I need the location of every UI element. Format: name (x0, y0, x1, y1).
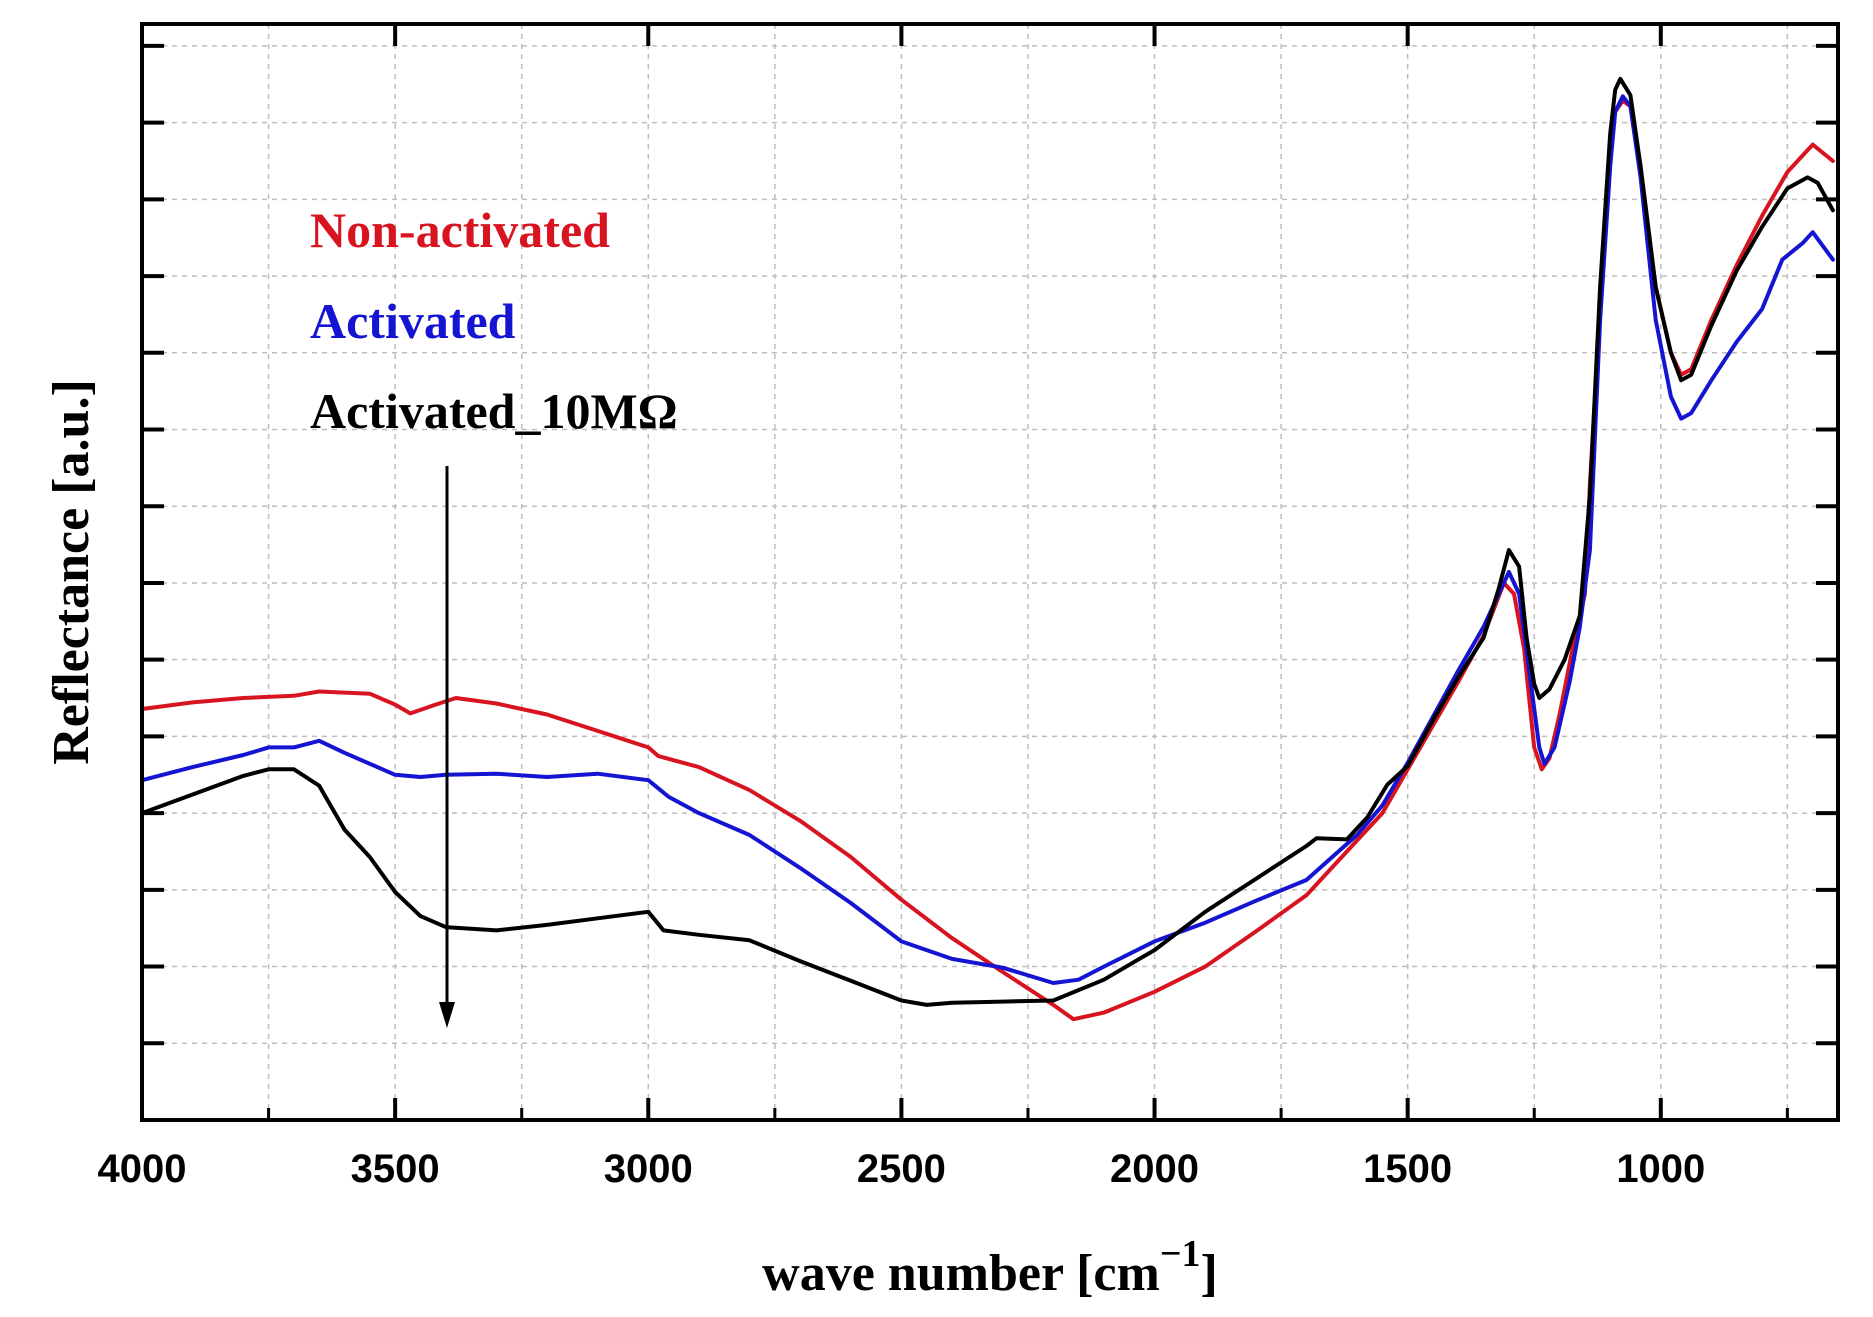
y-axis-ticks (142, 43, 1838, 1046)
grid-lines (141, 24, 1838, 1120)
x-axis-ticks: 4000 3500 3000 2500 2000 1500 1000 (98, 24, 1789, 1191)
x-tick-label: 2500 (857, 1147, 946, 1191)
legend-item-activated: Activated (310, 293, 516, 349)
series-line-activated (140, 94, 1835, 985)
x-tick-label: 4000 (98, 1147, 187, 1191)
x-tick-label: 3000 (604, 1147, 693, 1191)
plot-frame (140, 22, 1840, 1122)
x-tick-label: 3500 (351, 1147, 440, 1191)
x-tick-label: 1000 (1616, 1147, 1705, 1191)
legend-item-non-activated: Non-activated (310, 202, 610, 258)
legend: Non-activated Activated Activated_10MΩ (310, 202, 678, 439)
x-axis-title-superscript: −1 (1160, 1233, 1201, 1275)
series-line-activated-10m (140, 76, 1835, 1007)
x-tick-label: 1500 (1363, 1147, 1452, 1191)
y-axis-title: Reflectance [a.u.] (43, 379, 100, 765)
x-axis-title: wave number [cm−1] (762, 1233, 1218, 1302)
arrow-head-icon (439, 1002, 455, 1028)
decrease-arrow-annotation (439, 466, 455, 1028)
legend-item-activated-10mohm: Activated_10MΩ (310, 383, 678, 439)
series-lines (140, 76, 1835, 1022)
x-tick-label: 2000 (1110, 1147, 1199, 1191)
